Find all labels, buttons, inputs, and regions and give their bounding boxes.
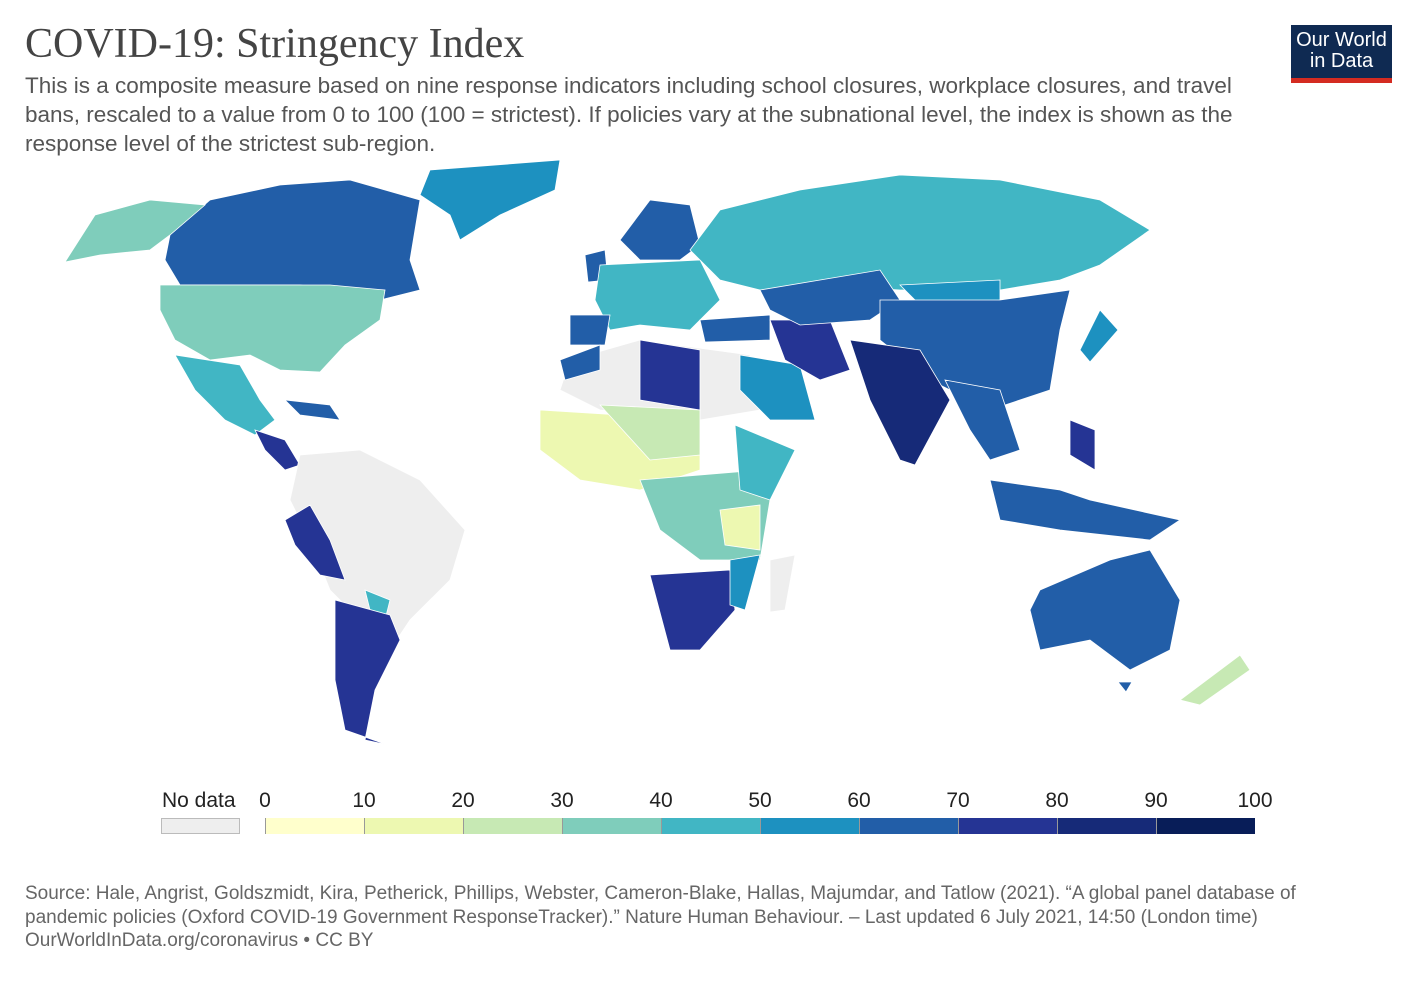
country-central-america[interactable] — [254, 429, 301, 471]
legend-tick: 10 — [352, 789, 376, 812]
legend-tick: 80 — [1045, 789, 1069, 812]
color-legend: No data 0 10 20 30 40 50 60 70 80 90 100 — [0, 785, 1417, 845]
legend-tick: 20 — [451, 789, 475, 812]
legend-bin[interactable] — [1057, 818, 1156, 834]
country-australia[interactable] — [1029, 549, 1181, 671]
country-greenland[interactable] — [419, 159, 561, 241]
source-note: Source: Hale, Angrist, Goldszmidt, Kira,… — [25, 883, 1296, 928]
legend-bin[interactable] — [562, 818, 661, 834]
world-map[interactable] — [0, 150, 1417, 770]
country-sahel[interactable] — [599, 404, 701, 461]
country-new-zealand[interactable] — [1179, 654, 1251, 706]
country-libya[interactable] — [639, 339, 701, 411]
country-scandinavia[interactable] — [619, 199, 701, 261]
country-argentina-chile[interactable] — [334, 599, 401, 746]
logo-text: Our World in Data — [1296, 29, 1387, 72]
country-philippines[interactable] — [1069, 419, 1096, 471]
legend-bin[interactable] — [265, 818, 364, 834]
country-madagascar[interactable] — [769, 554, 796, 613]
country-indonesia[interactable] — [989, 479, 1182, 541]
legend-tick: 30 — [550, 789, 574, 812]
no-data-label: No data — [162, 789, 236, 812]
country-europe[interactable] — [594, 259, 721, 331]
country-iberia[interactable] — [569, 314, 611, 346]
country-usa[interactable] — [159, 284, 386, 373]
country-caribbean[interactable] — [283, 399, 341, 421]
country-alaska[interactable] — [64, 199, 206, 263]
legend-bin[interactable] — [760, 818, 859, 834]
chart-subtitle: This is a composite measure based on nin… — [25, 73, 1233, 156]
country-southeast-asia[interactable] — [944, 379, 1021, 461]
country-mozambique[interactable] — [729, 554, 761, 611]
chart-title: COVID-19: Stringency Index — [25, 21, 525, 67]
country-southern-africa[interactable] — [649, 569, 736, 651]
country-tasmania[interactable] — [1117, 681, 1133, 693]
legend-bin[interactable] — [463, 818, 562, 834]
legend-tick: 70 — [946, 789, 970, 812]
country-japan[interactable] — [1079, 309, 1119, 363]
country-east-africa[interactable] — [734, 424, 796, 501]
legend-tick: 0 — [259, 789, 271, 812]
country-turkey[interactable] — [699, 314, 771, 343]
source-link[interactable]: OurWorldInData.org/coronavirus • CC BY — [25, 930, 374, 951]
legend-bin[interactable] — [859, 818, 958, 834]
country-morocco[interactable] — [559, 344, 601, 381]
country-russia[interactable] — [689, 174, 1151, 291]
country-kazakhstan[interactable] — [759, 269, 901, 326]
legend-bin[interactable] — [661, 818, 760, 834]
legend-tick: 50 — [748, 789, 772, 812]
country-canada[interactable] — [164, 179, 421, 301]
legend-tick: 90 — [1144, 789, 1168, 812]
country-peru[interactable] — [284, 504, 346, 581]
legend-tick: 40 — [649, 789, 673, 812]
legend-tick: 100 — [1237, 789, 1273, 812]
owid-logo[interactable]: Our World in Data — [1291, 25, 1392, 83]
legend-tick: 60 — [847, 789, 871, 812]
legend-bin[interactable] — [958, 818, 1057, 834]
country-mexico[interactable] — [174, 354, 276, 436]
no-data-swatch — [161, 818, 240, 834]
country-saudi-arabia[interactable] — [739, 354, 816, 421]
legend-bin[interactable] — [1156, 818, 1255, 834]
country-tanzania[interactable] — [719, 504, 761, 551]
country-india[interactable] — [849, 339, 951, 466]
legend-bin[interactable] — [364, 818, 463, 834]
footer: Source: Hale, Angrist, Goldszmidt, Kira,… — [25, 882, 1355, 953]
